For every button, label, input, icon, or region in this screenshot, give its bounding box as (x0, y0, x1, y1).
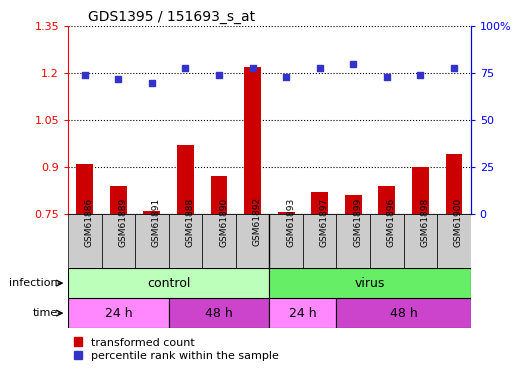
Text: control: control (147, 277, 190, 290)
Point (349, 61, 357, 67)
Bar (278, 212, 294, 214)
Text: GSM61896: GSM61896 (387, 197, 396, 246)
Bar (345, 195, 361, 214)
Point (147, 80, 156, 86)
Text: virus: virus (355, 277, 385, 290)
Text: GSM61899: GSM61899 (353, 197, 362, 246)
Bar (168, 298, 269, 328)
Text: GSM61893: GSM61893 (286, 197, 295, 246)
Bar (236, 214, 269, 268)
Text: GSM61888: GSM61888 (186, 197, 195, 246)
Text: GSM61890: GSM61890 (219, 197, 228, 246)
Text: GSM61889: GSM61889 (118, 197, 127, 246)
Point (114, 76, 122, 82)
Point (248, 64, 257, 70)
Bar (101, 214, 135, 268)
Text: GSM61886: GSM61886 (85, 197, 94, 246)
Text: GDS1395 / 151693_s_at: GDS1395 / 151693_s_at (88, 10, 255, 24)
Bar (143, 211, 160, 214)
Text: 24 h: 24 h (289, 307, 317, 320)
Bar (379, 186, 395, 214)
Bar (269, 268, 471, 298)
Bar (211, 176, 228, 214)
Text: infection: infection (9, 278, 58, 288)
Bar (336, 214, 370, 268)
Text: GSM61892: GSM61892 (253, 197, 262, 246)
Bar (110, 186, 127, 214)
Bar (202, 214, 236, 268)
Point (181, 64, 190, 70)
Bar (446, 154, 462, 214)
Bar (269, 214, 303, 268)
Bar (68, 268, 269, 298)
Text: GSM61900: GSM61900 (454, 197, 463, 246)
Bar (269, 298, 336, 328)
Text: time: time (32, 308, 58, 318)
Text: GSM61898: GSM61898 (420, 197, 429, 246)
Point (315, 64, 324, 70)
Point (416, 72, 425, 78)
Point (282, 74, 290, 80)
Bar (412, 167, 429, 214)
Text: GSM61891: GSM61891 (152, 197, 161, 246)
Text: 24 h: 24 h (105, 307, 132, 320)
Bar (177, 145, 194, 214)
Bar (336, 298, 471, 328)
Bar (303, 214, 336, 268)
Text: 48 h: 48 h (390, 307, 417, 320)
Text: GSM61897: GSM61897 (320, 197, 328, 246)
Point (215, 72, 223, 78)
Bar (168, 214, 202, 268)
Bar (68, 298, 168, 328)
Bar (437, 214, 471, 268)
Legend: transformed count, percentile rank within the sample: transformed count, percentile rank withi… (74, 338, 279, 361)
Text: 48 h: 48 h (205, 307, 233, 320)
Point (81, 72, 89, 78)
Point (383, 74, 391, 80)
Bar (135, 214, 168, 268)
Bar (244, 67, 261, 214)
Point (450, 64, 458, 70)
Bar (370, 214, 404, 268)
Bar (311, 192, 328, 214)
Bar (76, 164, 93, 214)
Bar (404, 214, 437, 268)
Bar (68, 214, 101, 268)
